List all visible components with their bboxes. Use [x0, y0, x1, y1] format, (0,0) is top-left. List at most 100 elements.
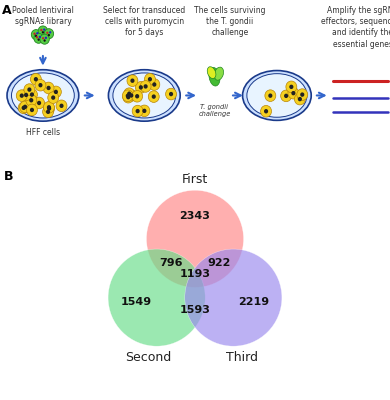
Circle shape [24, 93, 28, 97]
Text: 1549: 1549 [121, 298, 152, 308]
Circle shape [30, 74, 41, 85]
Circle shape [16, 90, 27, 102]
Circle shape [46, 110, 50, 114]
Circle shape [18, 102, 29, 114]
Circle shape [139, 105, 150, 117]
Circle shape [51, 95, 55, 100]
Circle shape [37, 101, 41, 105]
Circle shape [27, 104, 37, 116]
Text: First: First [182, 174, 208, 186]
Circle shape [152, 82, 156, 87]
Circle shape [43, 82, 54, 94]
Circle shape [148, 91, 159, 102]
Circle shape [35, 35, 37, 37]
Circle shape [291, 91, 296, 95]
Circle shape [20, 94, 24, 98]
Circle shape [166, 88, 177, 100]
Circle shape [298, 97, 302, 101]
Ellipse shape [247, 74, 307, 117]
Text: 1193: 1193 [179, 269, 211, 279]
Circle shape [149, 79, 160, 90]
Ellipse shape [7, 70, 79, 121]
Circle shape [54, 90, 58, 94]
Circle shape [27, 87, 32, 92]
Circle shape [46, 86, 51, 90]
Circle shape [34, 97, 44, 109]
Circle shape [30, 108, 34, 112]
Text: T. gondii
challenge: T. gondii challenge [198, 104, 231, 117]
Ellipse shape [113, 73, 176, 118]
Circle shape [40, 34, 50, 44]
Circle shape [47, 105, 51, 110]
Circle shape [140, 81, 151, 92]
Circle shape [26, 94, 37, 106]
Text: Amplify the sgRNA
effectors, sequencing
and identify the
essential genes: Amplify the sgRNA effectors, sequencing … [321, 6, 390, 48]
Circle shape [30, 92, 34, 97]
Circle shape [20, 101, 30, 113]
Circle shape [264, 109, 268, 114]
Circle shape [289, 85, 293, 89]
Circle shape [142, 109, 146, 113]
Text: 2343: 2343 [179, 210, 211, 220]
Circle shape [297, 89, 308, 100]
Text: 1593: 1593 [179, 305, 211, 315]
Circle shape [146, 190, 244, 287]
Circle shape [136, 109, 140, 113]
Circle shape [29, 98, 33, 102]
Circle shape [31, 30, 41, 40]
Circle shape [50, 86, 61, 98]
Ellipse shape [108, 70, 180, 121]
Circle shape [42, 37, 44, 40]
Circle shape [108, 249, 205, 346]
Text: Third: Third [226, 351, 258, 364]
Circle shape [124, 88, 135, 100]
Circle shape [185, 249, 282, 346]
Circle shape [135, 82, 146, 93]
Text: 796: 796 [159, 258, 183, 268]
Text: Second: Second [125, 351, 171, 364]
Circle shape [56, 100, 67, 112]
Circle shape [49, 31, 51, 34]
Circle shape [23, 105, 27, 109]
Circle shape [126, 90, 137, 101]
Circle shape [59, 104, 64, 108]
Circle shape [48, 34, 50, 36]
Circle shape [135, 94, 139, 98]
Circle shape [44, 39, 46, 42]
Circle shape [21, 89, 32, 101]
Text: 922: 922 [207, 258, 231, 268]
Circle shape [129, 93, 133, 98]
Circle shape [144, 74, 155, 85]
Circle shape [300, 92, 304, 97]
Circle shape [46, 32, 48, 34]
Circle shape [261, 106, 271, 117]
Circle shape [39, 36, 41, 38]
Circle shape [48, 92, 58, 104]
Text: HFF cells: HFF cells [26, 128, 60, 137]
Text: The cells surviving
the T. gondii
challenge: The cells surviving the T. gondii challe… [194, 6, 266, 38]
Circle shape [132, 105, 143, 117]
Circle shape [123, 91, 134, 103]
Circle shape [169, 92, 173, 96]
Circle shape [27, 89, 37, 100]
Circle shape [38, 83, 43, 87]
Circle shape [281, 90, 292, 102]
Circle shape [43, 106, 53, 118]
Circle shape [122, 90, 133, 102]
Ellipse shape [12, 73, 74, 118]
Text: Pooled lentiviral
sgRNAs library: Pooled lentiviral sgRNAs library [12, 6, 74, 26]
Ellipse shape [209, 68, 220, 86]
Circle shape [152, 94, 156, 99]
Circle shape [288, 87, 299, 99]
Circle shape [127, 75, 138, 86]
Ellipse shape [214, 67, 223, 80]
Circle shape [126, 94, 130, 98]
Circle shape [126, 95, 130, 99]
Circle shape [132, 90, 143, 102]
Circle shape [47, 106, 51, 111]
Circle shape [38, 26, 48, 36]
Text: 2219: 2219 [238, 298, 269, 308]
Circle shape [34, 77, 38, 82]
Circle shape [37, 38, 40, 41]
Circle shape [286, 81, 297, 93]
